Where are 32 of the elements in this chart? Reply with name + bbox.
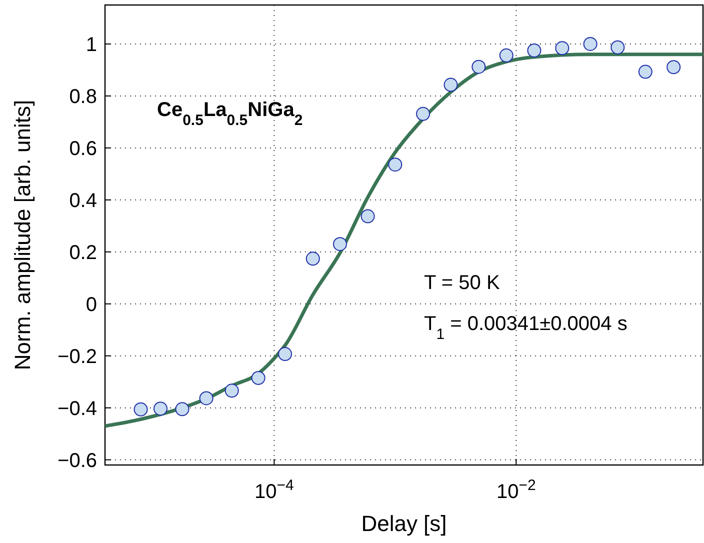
annotation: Ce$_{0.5}$La$_{0.5}$NiGa$_{2}$	[157, 99, 303, 128]
point	[555, 41, 570, 56]
y-tick-label: 0	[86, 294, 97, 316]
y-tick-label: 1	[86, 34, 97, 56]
point	[306, 252, 320, 266]
y-tick-label: −0.6	[58, 450, 97, 472]
y-tick-label: −0.2	[58, 346, 97, 368]
y-tick-label: 0.8	[69, 86, 97, 108]
point	[388, 158, 402, 172]
annotation: T$_{1}$ = 0.00341±0.0004 s	[424, 313, 628, 342]
point	[527, 43, 542, 58]
y-axis-title: Norm. amplitude [arb. units]	[10, 100, 35, 370]
point	[610, 40, 625, 54]
point	[444, 78, 458, 92]
point	[472, 60, 486, 74]
x-axis-title: Delay [s]	[361, 511, 447, 536]
point	[666, 60, 681, 74]
point	[638, 64, 652, 79]
y-tick-label: 0.2	[69, 242, 97, 264]
x-tick-label: 10$^{−2}$	[496, 476, 536, 503]
point	[499, 48, 514, 62]
point	[332, 237, 347, 252]
point	[278, 347, 292, 362]
y-tick-label: −0.4	[58, 398, 97, 420]
point	[583, 36, 598, 51]
point	[360, 209, 375, 224]
point	[416, 106, 430, 121]
point	[251, 370, 266, 385]
y-tick-label: 0.6	[69, 138, 97, 160]
annotation: T = 50 K	[424, 272, 500, 294]
y-tick-label: 0.4	[69, 190, 97, 212]
x-tick-label: 10$^{−4}$	[254, 476, 294, 503]
